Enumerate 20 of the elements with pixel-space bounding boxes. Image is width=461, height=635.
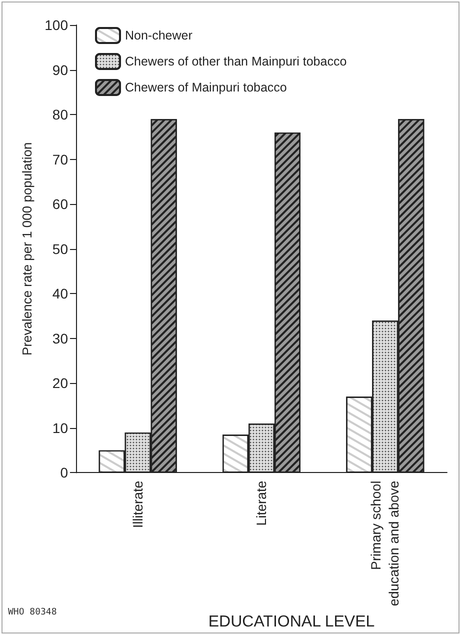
x-tick-label: Primary school education and above [368, 480, 402, 606]
y-tick-label: 90 [52, 62, 68, 78]
x-tick-label: Illiterate [130, 480, 146, 528]
x-axis-title: EDUCATIONAL LEVEL [208, 614, 375, 630]
text: WHO 80348 [8, 608, 57, 618]
y-tick-label: 10 [52, 420, 68, 436]
y-tick-label: 30 [52, 330, 68, 346]
y-tick-label: 60 [52, 196, 68, 212]
y-axis-title: Prevalence rate per 1 000 population [20, 142, 35, 356]
y-tick-label: 70 [52, 151, 68, 168]
y-tick-label: 80 [52, 106, 68, 123]
y-tick-label: 40 [52, 286, 68, 302]
x-tick-label: Literate [254, 480, 269, 526]
y-tick-label: 50 [52, 240, 68, 257]
legend-label: Non-chewer [125, 28, 192, 42]
y-tick-label: 0 [60, 464, 68, 481]
y-tick-label: 20 [52, 375, 68, 392]
legend-label: Chewers of Mainpuri tobacco [125, 80, 287, 94]
legend-label: Chewers of other than Mainpuri tobacco [125, 54, 347, 68]
y-tick-label: 100 [44, 17, 68, 33]
